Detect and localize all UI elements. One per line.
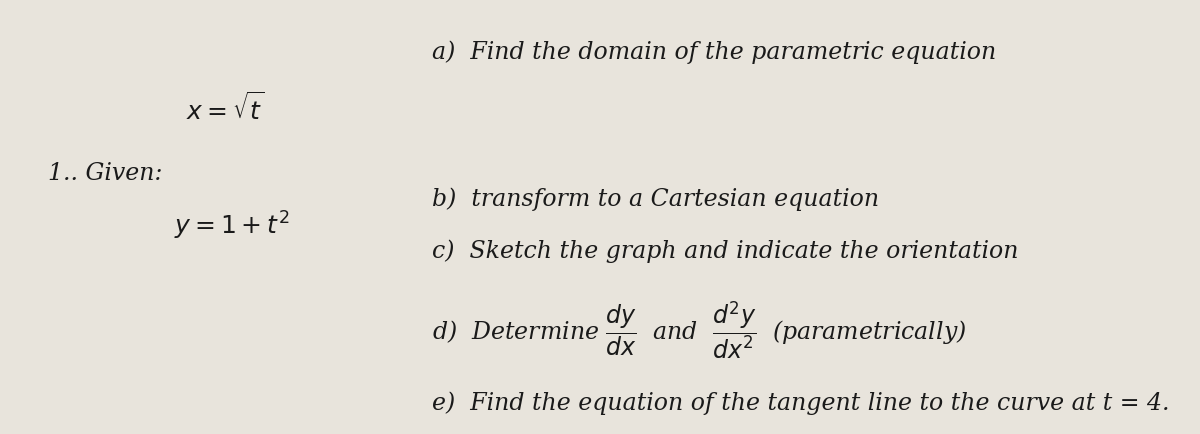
Text: e)  Find the equation of the tangent line to the curve at t = 4.: e) Find the equation of the tangent line… xyxy=(432,392,1170,415)
Text: $x = \sqrt{t}$: $x = \sqrt{t}$ xyxy=(186,92,265,125)
Text: a)  Find the domain of the parametric equation: a) Find the domain of the parametric equ… xyxy=(432,40,996,64)
Text: d)  Determine $\dfrac{dy}{dx}$  and  $\dfrac{d^{2}y}{dx^2}$  (parametrically): d) Determine $\dfrac{dy}{dx}$ and $\dfra… xyxy=(432,299,966,361)
Text: 1.. Given:: 1.. Given: xyxy=(48,162,162,185)
Text: $y = 1 + t^2$: $y = 1 + t^2$ xyxy=(174,210,289,242)
Text: c)  Sketch the graph and indicate the orientation: c) Sketch the graph and indicate the ori… xyxy=(432,240,1019,263)
Text: b)  transform to a Cartesian equation: b) transform to a Cartesian equation xyxy=(432,188,880,211)
